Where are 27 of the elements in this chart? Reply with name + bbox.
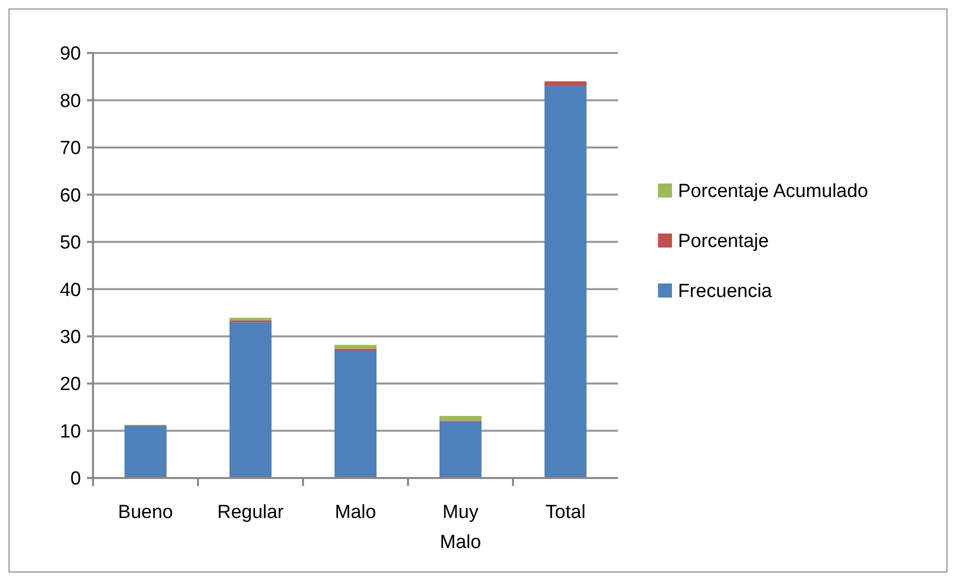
y-tick-label: 10 [60, 421, 81, 442]
bar [544, 81, 586, 86]
y-tick-label: 70 [60, 138, 81, 160]
y-tick-label: 90 [60, 44, 81, 65]
y-tick-label: 30 [60, 326, 81, 348]
x-tick-label: Malo [334, 502, 376, 523]
legend-label: Porcentaje Acumulado [678, 181, 868, 202]
legend-label: Porcentaje [678, 231, 769, 252]
bar [230, 318, 272, 320]
y-tick-label: 40 [60, 280, 81, 301]
y-tick-label: 80 [60, 90, 81, 112]
y-tick-label: 0 [70, 468, 81, 490]
bar [544, 86, 586, 478]
bar [124, 426, 166, 478]
bar [334, 350, 376, 478]
y-tick-label: 60 [60, 185, 81, 206]
bar [440, 421, 482, 478]
y-tick-label: 20 [60, 374, 81, 396]
bar [230, 322, 272, 478]
legend-label: Frecuencia [678, 281, 772, 302]
bar [334, 344, 376, 349]
x-tick-label: Regular [217, 502, 284, 523]
x-tick-label: Bueno [118, 502, 173, 523]
x-tick-label: Muy Malo [440, 502, 482, 553]
bar [440, 416, 482, 421]
x-tick-label: Total [545, 502, 586, 523]
y-tick-label: 50 [60, 232, 81, 254]
